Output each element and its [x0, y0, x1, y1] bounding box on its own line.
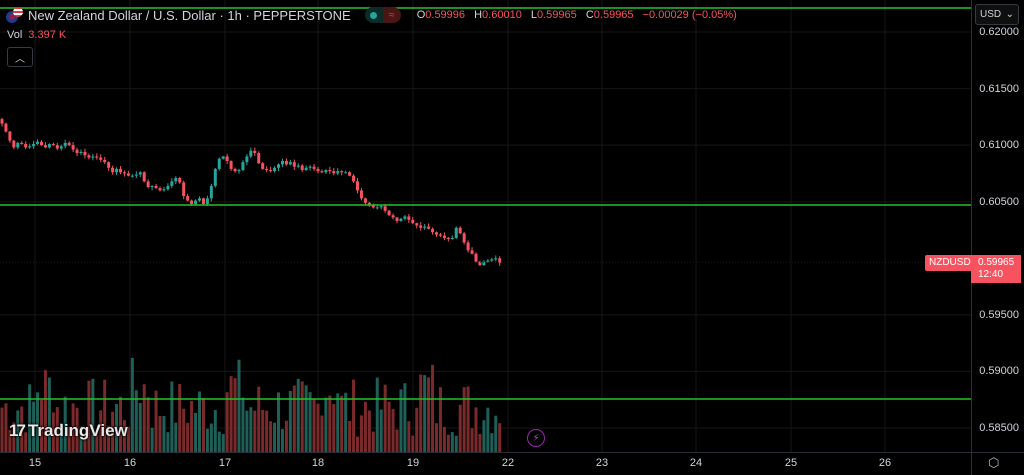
chevron-up-icon: ︿ — [15, 53, 25, 65]
price-tick: 0.61500 — [979, 82, 1019, 95]
currency-label: USD — [980, 9, 1002, 20]
symbol-price-label: NZDUSD — [925, 255, 975, 271]
high-value: 0.60010 — [482, 9, 522, 21]
chart-canvas[interactable] — [0, 0, 971, 452]
collapse-legend-button[interactable]: ︿ — [7, 47, 33, 67]
change-value: −0.00029 (−0.05%) — [642, 9, 737, 21]
time-tick: 23 — [595, 457, 609, 469]
market-status-indicator[interactable]: ≈ — [364, 7, 401, 23]
high-label: H — [474, 9, 483, 21]
market-closed-icon: ≈ — [382, 7, 401, 23]
time-axis[interactable]: 15 16 17 18 19 22 23 24 25 26 — [0, 452, 971, 475]
open-label: O — [416, 9, 426, 21]
settings-gear-icon[interactable]: ⬡ — [988, 455, 1000, 470]
close-value: 0.59965 — [593, 9, 634, 21]
low-label: L — [530, 9, 537, 21]
open-value: 0.59996 — [425, 9, 466, 21]
tradingview-mark-icon: 17 — [9, 421, 26, 440]
price-tick: 0.59000 — [979, 365, 1019, 378]
lightning-bolt-icon[interactable]: ⚡ — [527, 429, 545, 447]
symbol-title[interactable]: New Zealand Dollar / U.S. Dollar · 1h · … — [28, 7, 351, 23]
current-price-value: 0.59965 — [978, 257, 1015, 268]
time-tick: 18 — [311, 457, 325, 469]
time-tick: 22 — [501, 457, 515, 469]
axis-corner — [971, 452, 1024, 475]
time-tick: 24 — [689, 457, 703, 469]
tradingview-logo-text: TradingView — [27, 421, 128, 440]
data-live-icon — [364, 7, 383, 23]
price-tick: 0.62000 — [979, 26, 1019, 38]
time-tick: 17 — [218, 457, 232, 469]
time-tick: 19 — [406, 457, 420, 469]
price-tick: 0.61000 — [979, 139, 1019, 152]
currency-selector[interactable]: USD ⌄ — [975, 4, 1019, 25]
price-tick: 0.58500 — [979, 422, 1019, 434]
time-tick: 15 — [28, 457, 42, 469]
chevron-down-icon: ⌄ — [1005, 9, 1014, 20]
low-value: 0.59965 — [537, 9, 577, 21]
chart-pane[interactable]: New Zealand Dollar / U.S. Dollar · 1h · … — [0, 0, 975, 452]
time-tick: 25 — [784, 457, 798, 469]
volume-legend[interactable]: Vol 3.397 K — [7, 29, 66, 41]
bar-countdown: 12:40 — [978, 269, 1004, 280]
tradingview-logo[interactable]: 17 TradingView — [9, 421, 128, 441]
close-label: C — [585, 9, 594, 21]
price-tick: 0.60500 — [979, 195, 1019, 208]
current-price-label: 0.59965 12:40 — [971, 255, 1021, 283]
ohlc-values: O0.59996 H0.60010 L0.59965 C0.59965 −0.0… — [417, 9, 743, 21]
symbol-legend: New Zealand Dollar / U.S. Dollar · 1h · … — [6, 7, 743, 23]
price-axis[interactable]: 0.62000 0.61500 0.61000 0.60500 0.59500 0.590… — [971, 0, 1024, 452]
volume-value: 3.397 K — [28, 29, 67, 41]
volume-label: Vol — [7, 29, 23, 41]
price-tick: 0.59500 — [979, 308, 1019, 321]
time-tick: 26 — [878, 457, 892, 469]
currency-flags-icon — [6, 7, 24, 23]
time-tick: 16 — [123, 457, 137, 469]
